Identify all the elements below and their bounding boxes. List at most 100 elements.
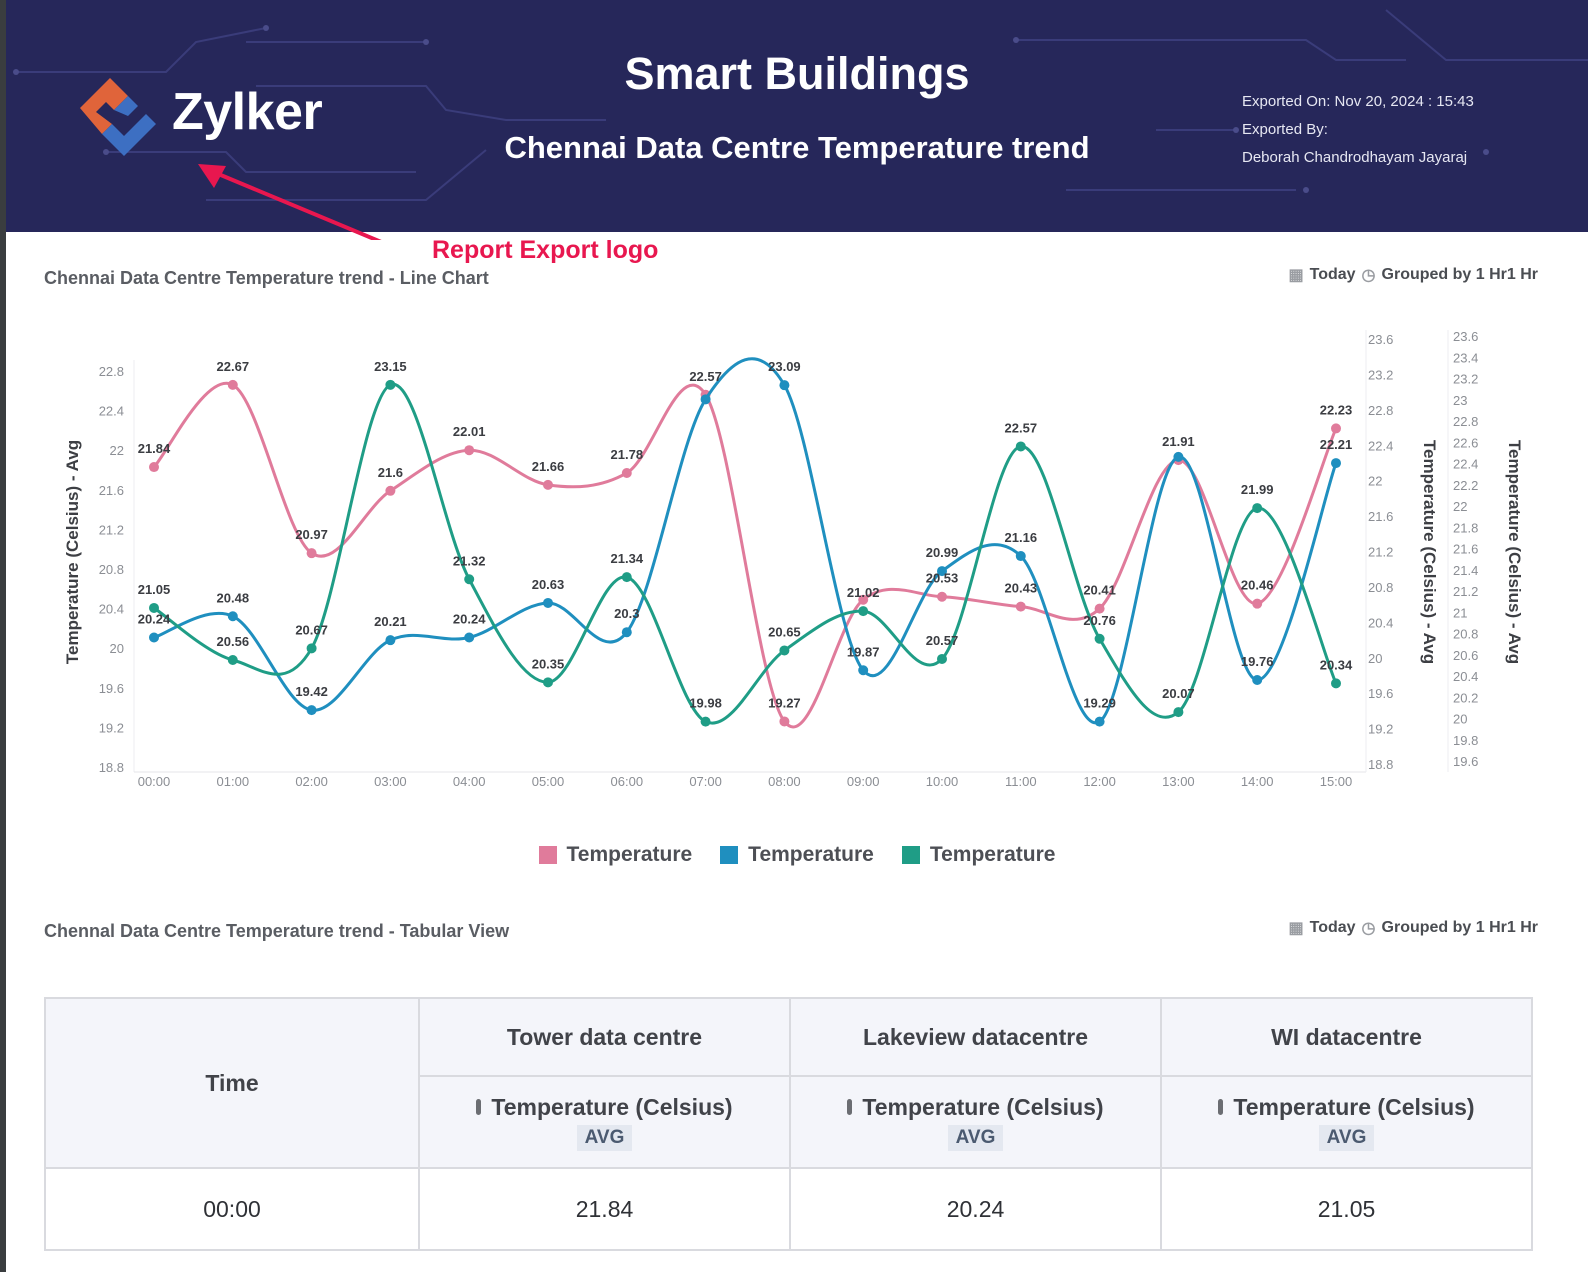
agg-badge: AVG [1318, 1124, 1375, 1151]
data-table: Time Tower data centre Lakeview datacent… [44, 997, 1533, 1251]
report-subtitle: Chennai Data Centre Temperature trend [504, 130, 1090, 165]
y-tick-label: 19.6 [1453, 754, 1478, 769]
table-row: 00:00 21.84 20.24 21.05 [44, 1167, 1533, 1251]
data-point [149, 462, 159, 473]
zylker-logo: Zylker [76, 74, 396, 158]
series-line-3 [153, 383, 1338, 725]
y-tick-label: 22.6 [1453, 435, 1478, 450]
data-point [227, 611, 238, 622]
data-label: 20.63 [532, 577, 565, 592]
data-point [1094, 633, 1105, 644]
metric-header[interactable]: Temperature (Celsius) AVG [789, 1075, 1162, 1169]
data-label: 20.24 [453, 612, 486, 627]
y-tick-label: 18.8 [99, 760, 124, 775]
metric-label: Temperature (Celsius) [1233, 1093, 1475, 1120]
report-title: Smart Buildings [624, 48, 970, 99]
data-point [937, 591, 947, 602]
data-point [1331, 678, 1341, 689]
data-point [306, 548, 317, 559]
data-point [149, 632, 159, 643]
annotation-arrow-icon [198, 164, 382, 240]
y-tick-label: 21 [1453, 605, 1467, 620]
y-tick-label: 22.8 [1368, 403, 1393, 418]
metric-header[interactable]: Temperature (Celsius) AVG [1160, 1075, 1533, 1169]
calendar-icon: ▦ [1288, 920, 1304, 937]
x-tick-label: 00:00 [138, 774, 171, 789]
data-label: 20.53 [926, 571, 959, 586]
data-point [464, 574, 475, 585]
data-label: 20.48 [217, 590, 250, 605]
data-point [385, 485, 396, 496]
x-tick-label: 09:00 [847, 774, 880, 789]
right2-axis-title: Temperature (Celsius) - Avg [1505, 440, 1524, 664]
period-label: Today [1309, 919, 1356, 936]
data-label: 20.76 [1083, 613, 1116, 628]
data-label: 19.87 [847, 644, 880, 659]
x-tick-label: 14:00 [1241, 774, 1274, 789]
data-label: 23.15 [374, 359, 407, 374]
data-point [1252, 598, 1263, 609]
y-tick-label: 20 [110, 641, 124, 656]
x-tick-label: 02:00 [295, 774, 328, 789]
data-point [779, 380, 790, 391]
value-cell: 20.24 [789, 1167, 1162, 1251]
data-point [1094, 716, 1105, 727]
table-title: Chennal Data Centre Temperature trend - … [44, 921, 510, 941]
data-label: 20.41 [1083, 583, 1116, 598]
y-tick-label: 19.6 [1368, 686, 1393, 701]
x-tick-label: 04:00 [453, 774, 486, 789]
data-point [306, 643, 317, 654]
y-tick-label: 19.2 [1368, 722, 1393, 737]
group-header: Lakeview datacentre [789, 997, 1162, 1077]
legend-item[interactable]: Temperature [720, 843, 874, 867]
data-point [621, 572, 632, 583]
data-point [1015, 441, 1026, 452]
data-label: 21.66 [532, 459, 565, 474]
data-label: 23.09 [768, 359, 801, 374]
line-chart-title: Chennai Data Centre Temperature trend - … [44, 268, 489, 288]
data-label: 20.24 [138, 612, 171, 627]
thermometer-icon [476, 1099, 482, 1115]
thermometer-icon [847, 1099, 853, 1115]
line-chart-meta: ▦ Today ◷ Grouped by 1 Hr1 Hr [1288, 265, 1538, 285]
y-tick-label: 21.8 [1453, 520, 1478, 535]
y-tick-label: 23.6 [1368, 332, 1393, 347]
metric-header[interactable]: Temperature (Celsius) AVG [418, 1075, 791, 1169]
grouping-label: Grouped by 1 Hr1 Hr [1381, 266, 1538, 283]
clock-icon: ◷ [1361, 920, 1376, 937]
y-tick-label: 21.4 [1453, 563, 1478, 578]
data-label: 22.23 [1320, 402, 1353, 417]
y-tick-label: 20 [1368, 651, 1382, 666]
group-header: WI datacentre [1160, 997, 1533, 1077]
data-label: 20.07 [1162, 686, 1195, 701]
y-tick-label: 22.8 [1453, 414, 1478, 429]
data-label: 19.98 [689, 696, 722, 711]
data-label: 21.6 [378, 465, 403, 480]
data-point [149, 602, 159, 613]
series-line-2 [153, 357, 1338, 725]
time-cell: 00:00 [44, 1167, 420, 1251]
data-label: 19.29 [1083, 696, 1116, 711]
x-tick-label: 15:00 [1320, 774, 1353, 789]
data-label: 21.84 [138, 441, 171, 456]
x-tick-label: 05:00 [532, 774, 565, 789]
y-tick-label: 23 [1453, 393, 1467, 408]
y-tick-label: 22.2 [1453, 478, 1478, 493]
data-point [385, 635, 396, 646]
left-axis-title: Temperature (Celsius) - Avg [63, 440, 82, 664]
x-tick-label: 03:00 [374, 774, 407, 789]
data-point [700, 394, 711, 405]
series-line-1 [152, 381, 1338, 729]
legend-item[interactable]: Temperature [538, 843, 692, 867]
y-tick-label: 19.8 [1453, 733, 1478, 748]
data-point [464, 445, 475, 456]
data-point [937, 653, 947, 664]
data-point [543, 479, 553, 490]
time-header[interactable]: Time [44, 997, 420, 1169]
y-tick-label: 21.6 [1368, 509, 1393, 524]
data-label: 21.16 [1005, 530, 1038, 545]
legend-item[interactable]: Temperature [901, 843, 1055, 867]
legend-swatch [901, 846, 920, 864]
data-label: 20.97 [295, 527, 328, 542]
y-tick-label: 18.8 [1368, 757, 1393, 772]
